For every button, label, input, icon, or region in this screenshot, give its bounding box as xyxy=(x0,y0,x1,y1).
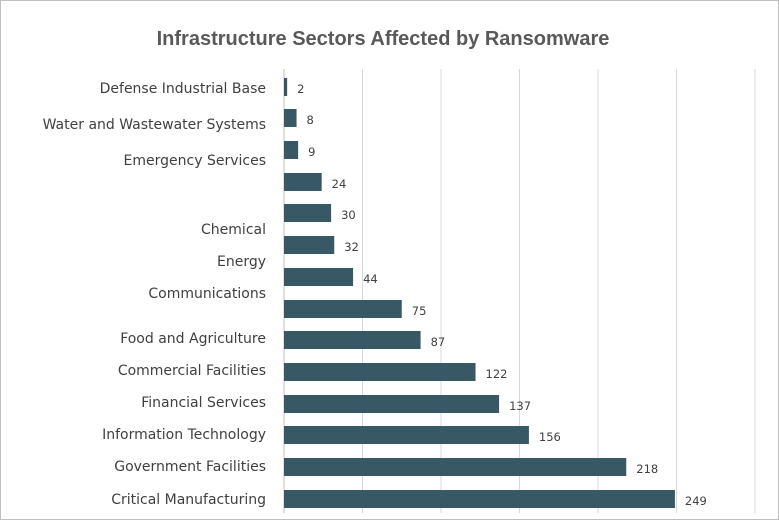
bar xyxy=(284,363,476,381)
bar xyxy=(284,331,421,349)
bar xyxy=(284,173,322,191)
data-label: 32 xyxy=(344,240,359,254)
category-label: Government Facilities xyxy=(114,459,266,475)
data-label: 87 xyxy=(431,335,446,349)
category-label: Financial Services xyxy=(141,395,266,411)
bar xyxy=(284,268,354,286)
category-label: Chemical xyxy=(201,222,266,238)
data-label: 137 xyxy=(509,399,531,413)
category-label: Communications xyxy=(148,286,266,302)
data-label: 122 xyxy=(486,367,508,381)
bar xyxy=(284,78,288,96)
data-label: 249 xyxy=(685,494,707,508)
data-labels: 2 8 9 24 30 32 44 75 87 122 137 156 218 249 xyxy=(297,82,707,508)
bar xyxy=(284,236,335,254)
chart-title: Infrastructure Sectors Affected by Ranso… xyxy=(157,28,610,50)
bar xyxy=(284,426,529,444)
data-label: 44 xyxy=(363,272,378,286)
category-label: Water and Wastewater Systems xyxy=(43,117,266,133)
data-label: 30 xyxy=(341,208,356,222)
data-label: 75 xyxy=(412,304,427,318)
category-label: Information Technology xyxy=(102,427,266,443)
bar xyxy=(284,395,500,413)
bar xyxy=(284,458,627,476)
data-label: 2 xyxy=(297,82,304,96)
category-label: Defense Industrial Base xyxy=(100,81,266,97)
data-label: 9 xyxy=(308,145,315,159)
category-label: Emergency Services xyxy=(124,153,266,169)
data-label: 156 xyxy=(539,430,561,444)
category-label: Food and Agriculture xyxy=(120,331,266,347)
data-label: 24 xyxy=(332,177,347,191)
category-label: Critical Manufacturing xyxy=(111,492,266,508)
category-label: Commercial Facilities xyxy=(118,363,266,379)
grid-layer xyxy=(283,69,756,513)
bar xyxy=(284,109,297,127)
bar xyxy=(284,204,332,222)
bar xyxy=(284,300,402,318)
category-label: Energy xyxy=(217,254,266,270)
bar xyxy=(284,141,299,159)
category-labels: Defense Industrial Base Water and Wastewa… xyxy=(43,81,266,508)
data-label: 218 xyxy=(636,462,658,476)
bar xyxy=(284,490,675,508)
bar-layer xyxy=(284,78,675,508)
data-label: 8 xyxy=(307,113,314,127)
